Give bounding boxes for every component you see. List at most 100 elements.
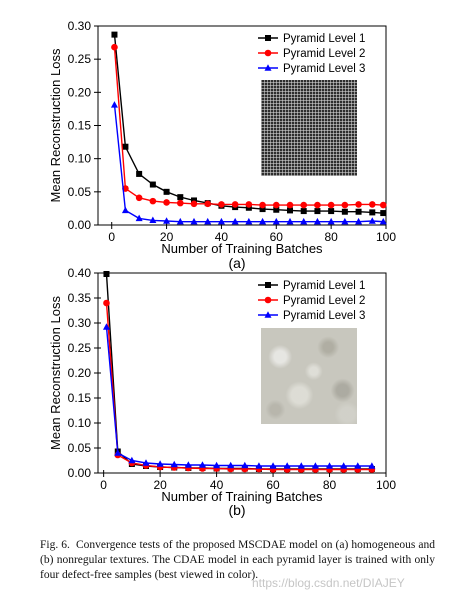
legend-marker <box>264 311 272 318</box>
data-point <box>297 462 305 469</box>
data-point <box>286 217 294 225</box>
y-tick-label: 0.30 <box>68 316 92 330</box>
data-point <box>259 206 266 213</box>
data-point <box>300 201 308 209</box>
figure-caption: Fig. 6. Convergence tests of the proposed… <box>40 538 435 583</box>
data-point <box>269 462 277 469</box>
legend-label: Pyramid Level 1 <box>283 280 365 292</box>
data-point <box>380 210 387 217</box>
data-point <box>149 216 157 224</box>
data-point <box>204 217 212 225</box>
data-point <box>191 197 197 204</box>
data-point <box>272 217 280 225</box>
data-point <box>128 456 136 464</box>
data-point <box>121 206 129 214</box>
y-tick-label: 0.05 <box>68 441 92 455</box>
data-point <box>204 200 212 208</box>
x-tick-label: 0 <box>100 478 107 492</box>
y-tick-label: 0.35 <box>68 291 92 305</box>
data-point <box>259 201 266 209</box>
subfigure-label-b: (b) <box>228 502 246 518</box>
data-point <box>326 462 334 469</box>
y-axis-label: Mean Reconstruction Loss <box>48 296 63 450</box>
data-point <box>286 201 294 209</box>
data-point <box>177 194 184 201</box>
data-point <box>103 271 110 277</box>
data-point <box>327 217 335 225</box>
data-point <box>190 217 198 225</box>
data-point <box>170 460 178 468</box>
data-point <box>122 143 129 150</box>
legend-marker <box>264 49 272 57</box>
data-point <box>379 217 387 225</box>
legend-marker <box>265 282 271 288</box>
data-point <box>283 462 291 469</box>
subfigure-label-a: (a) <box>228 255 246 271</box>
data-point <box>213 461 221 469</box>
chart-b: 0.00 0.05 0.10 0.15 0.20 0.25 0.30 0.35 0.40 0 20 4… <box>48 266 396 504</box>
data-point <box>245 204 252 211</box>
data-point <box>198 461 206 468</box>
data-point <box>190 200 198 208</box>
data-point <box>313 217 321 225</box>
data-point <box>300 217 308 225</box>
data-point <box>135 194 143 202</box>
caption-text: Convergence tests of the proposed MSCDAE… <box>40 539 435 581</box>
data-point <box>341 201 349 209</box>
chart-a: 0.00 0.05 0.10 0.15 0.20 0.25 0.30 0 20 40 60 80 100… <box>48 19 396 256</box>
data-point <box>176 217 184 225</box>
data-point <box>328 208 335 215</box>
x-tick-label: 80 <box>324 230 338 244</box>
nonregular-texture-sample <box>261 328 357 424</box>
data-point <box>136 170 143 177</box>
data-point <box>341 217 349 225</box>
y-tick-label: 0.25 <box>68 52 92 66</box>
y-tick-label: 0.40 <box>68 266 92 280</box>
data-point <box>163 199 170 206</box>
data-point <box>272 201 280 209</box>
legend-label: Pyramid Level 3 <box>283 310 365 322</box>
data-point <box>255 462 263 469</box>
data-point <box>341 208 348 215</box>
y-tick-label: 0.00 <box>68 466 92 480</box>
data-point <box>355 201 362 208</box>
data-point <box>379 201 387 209</box>
homogeneous-texture-sample <box>261 80 357 176</box>
data-point <box>300 208 307 215</box>
y-tick-label: 0.20 <box>68 85 92 99</box>
x-tick-label: 0 <box>108 230 115 244</box>
x-tick-label: 100 <box>376 230 396 244</box>
x-tick-label: 40 <box>210 478 224 492</box>
y-tick-label: 0.25 <box>68 341 92 355</box>
x-tick-label: 20 <box>153 478 167 492</box>
y-tick-label: 0.20 <box>68 366 92 380</box>
y-tick-label: 0.15 <box>68 119 92 133</box>
data-point <box>273 206 280 213</box>
data-point <box>368 217 376 224</box>
x-axis-label: Number of Training Batches <box>161 241 323 256</box>
data-point <box>184 461 192 468</box>
data-point <box>227 461 235 469</box>
data-point <box>102 323 110 330</box>
data-point <box>176 199 184 207</box>
x-axis-label: Number of Training Batches <box>161 489 323 504</box>
data-point <box>163 188 170 195</box>
x-tick-label: 60 <box>270 230 284 244</box>
data-point <box>245 201 253 208</box>
data-point <box>114 449 122 456</box>
data-point <box>149 197 157 205</box>
data-point <box>354 462 362 469</box>
y-tick-label: 0.10 <box>68 152 92 166</box>
x-tick-label: 100 <box>376 478 396 492</box>
data-point <box>340 462 348 469</box>
legend-label: Pyramid Level 3 <box>283 63 365 75</box>
data-point <box>355 208 362 215</box>
legend-label: Pyramid Level 2 <box>283 48 365 60</box>
data-point <box>163 217 171 224</box>
data-point <box>110 101 118 108</box>
x-tick-label: 40 <box>215 230 229 244</box>
legend-marker <box>264 64 272 71</box>
data-point <box>368 462 376 469</box>
data-point <box>245 217 253 225</box>
